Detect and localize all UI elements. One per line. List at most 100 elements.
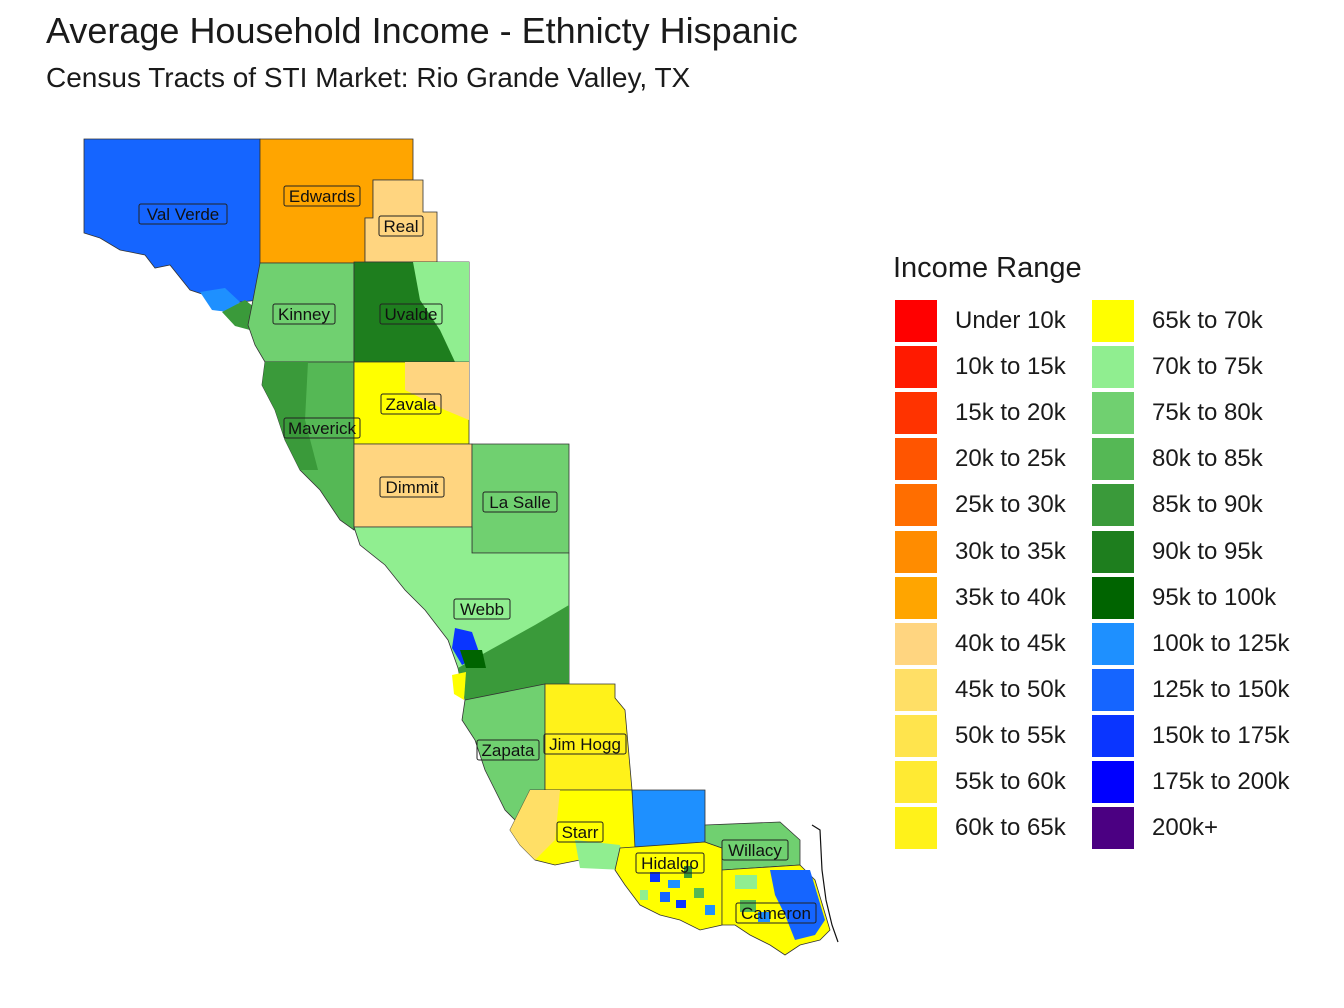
legend-item: 95k to 100k xyxy=(1092,576,1276,619)
legend-swatch xyxy=(1092,392,1134,435)
legend-swatch xyxy=(895,807,937,850)
legend-swatch xyxy=(1092,484,1134,527)
legend-label: 80k to 85k xyxy=(1152,445,1263,473)
county-uvalde xyxy=(353,261,470,363)
county-label-uvalde: Uvalde xyxy=(385,305,438,324)
legend-swatch xyxy=(895,392,937,435)
legend-label: 150k to 175k xyxy=(1152,721,1290,749)
hidalgo-tract xyxy=(684,866,692,878)
county-label-dimmit: Dimmit xyxy=(386,478,439,497)
county-label-kinney: Kinney xyxy=(278,305,330,324)
legend-label: 85k to 90k xyxy=(1152,491,1263,519)
cameron-tract xyxy=(735,875,757,889)
legend-label: 45k to 50k xyxy=(955,675,1066,703)
legend-swatch xyxy=(895,484,937,527)
county-webb-south xyxy=(458,605,569,700)
county-starr xyxy=(509,789,641,871)
legend-label: 65k to 70k xyxy=(1152,307,1263,334)
legend-swatch xyxy=(1092,300,1134,342)
legend-swatch xyxy=(895,438,937,481)
county-label-box xyxy=(476,739,540,761)
legend-label: 50k to 55k xyxy=(955,721,1066,749)
legend-item: 10k to 15k xyxy=(895,346,1066,389)
legend-swatch xyxy=(895,714,937,757)
legend-label: 175k to 200k xyxy=(1152,768,1290,795)
county-label-willacy: Willacy xyxy=(728,841,782,860)
legend-label: 60k to 65k xyxy=(955,814,1066,842)
legend-item: 40k to 45k xyxy=(895,622,1066,665)
county-webb-laredo-2 xyxy=(460,650,486,668)
legend-item: 50k to 55k xyxy=(895,714,1066,757)
county-maverick xyxy=(261,361,355,531)
legend-swatch xyxy=(895,761,937,803)
legend-swatch xyxy=(895,300,937,342)
hidalgo-tract xyxy=(640,890,648,900)
legend-label: Under 10k xyxy=(955,307,1066,334)
county-label-box xyxy=(380,393,442,415)
county-label-box xyxy=(272,303,336,325)
choropleth-map: Val Verde Edwards Real Kinney Uvalde Zav… xyxy=(83,138,839,956)
legend-item: 80k to 85k xyxy=(1092,438,1263,481)
padre-island-coastline xyxy=(811,824,839,943)
legend-swatch xyxy=(1092,668,1134,711)
hidalgo-tract xyxy=(668,880,680,888)
legend-item: 65k to 70k xyxy=(1092,300,1263,342)
county-label-box xyxy=(379,476,445,498)
hidalgo-tract xyxy=(676,900,686,908)
legend-swatch xyxy=(1092,622,1134,665)
legend-label: 25k to 30k xyxy=(955,491,1066,519)
legend-item: 175k to 200k xyxy=(1092,761,1289,803)
county-label-zapata: Zapata xyxy=(482,741,535,760)
legend-item: 200k+ xyxy=(1092,807,1219,850)
county-label-edwards: Edwards xyxy=(289,187,355,206)
legend-swatch xyxy=(1092,576,1134,619)
legend-label: 10k to 15k xyxy=(955,353,1066,381)
county-zavala-ne xyxy=(405,362,469,420)
legend-item: Under 10k xyxy=(895,300,1066,342)
legend-swatch xyxy=(1092,807,1134,850)
county-starr-west xyxy=(510,790,560,860)
legend-item: 70k to 75k xyxy=(1092,346,1263,389)
legend-swatch xyxy=(895,346,937,389)
legend-title: Income Range xyxy=(893,252,1082,284)
legend-item: 55k to 60k xyxy=(895,761,1066,803)
legend-item: 60k to 65k xyxy=(895,807,1066,850)
county-webb xyxy=(353,526,570,701)
legend-item: 125k to 150k xyxy=(1092,668,1289,711)
county-label-maverick: Maverick xyxy=(288,419,357,438)
legend-label: 15k to 20k xyxy=(955,399,1066,427)
legend-label: 200k+ xyxy=(1152,814,1219,842)
legend-item: 100k to 125k xyxy=(1092,622,1290,665)
legend-item: 15k to 20k xyxy=(895,392,1066,435)
map-subtitle: Census Tracts of STI Market: Rio Grande … xyxy=(46,62,691,93)
legend-label: 75k to 80k xyxy=(1152,399,1263,427)
legend-swatch xyxy=(1092,714,1134,757)
hidalgo-tract xyxy=(694,888,704,898)
county-label-box xyxy=(138,203,228,225)
county-label-jim-hogg: Jim Hogg xyxy=(549,735,621,754)
county-label-hidalgo: Hidalgo xyxy=(641,854,699,873)
county-label-cameron: Cameron xyxy=(741,904,811,923)
county-label-box xyxy=(453,598,511,620)
legend-swatch xyxy=(895,530,937,573)
county-uvalde-east xyxy=(413,262,469,362)
county-cameron xyxy=(721,864,831,956)
county-label-zavala: Zavala xyxy=(385,395,437,414)
legend-item: 30k to 35k xyxy=(895,530,1066,573)
legend-item: 25k to 30k xyxy=(895,484,1066,527)
map-title: Average Household Income - Ethnicty Hisp… xyxy=(46,10,798,51)
county-label-box xyxy=(635,852,705,874)
county-maverick-west xyxy=(262,362,318,470)
county-brooks xyxy=(631,789,706,849)
legend-label: 70k to 75k xyxy=(1152,353,1263,381)
legend-swatch xyxy=(1092,761,1134,803)
county-starr-east xyxy=(575,840,625,870)
legend-label: 100k to 125k xyxy=(1152,629,1290,657)
legend-swatch xyxy=(1092,346,1134,389)
legend-label: 90k to 95k xyxy=(1152,537,1263,565)
county-label-box xyxy=(283,185,361,207)
legend-item: 45k to 50k xyxy=(895,668,1066,711)
county-label-webb: Webb xyxy=(460,600,504,619)
hidalgo-tract xyxy=(650,872,660,882)
hidalgo-tract xyxy=(660,892,670,902)
